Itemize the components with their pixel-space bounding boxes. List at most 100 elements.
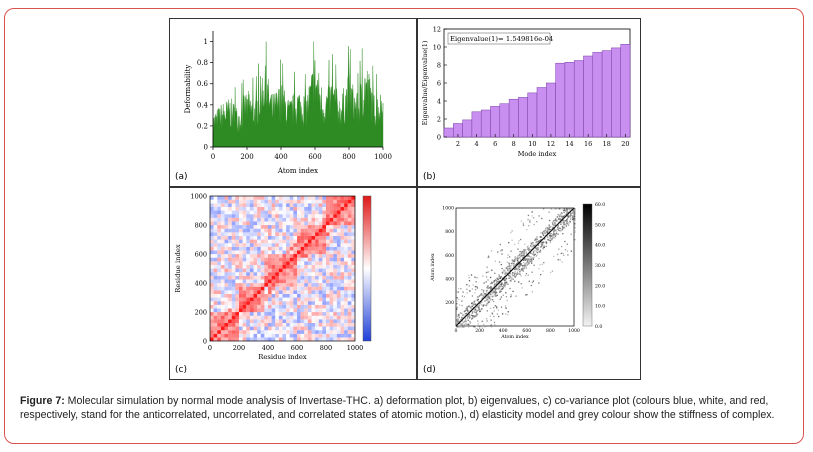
cov-cell [213, 228, 218, 233]
cov-cell [268, 199, 272, 204]
cov-cell [326, 330, 330, 334]
cov-cell [311, 283, 316, 287]
cov-cell [289, 217, 294, 222]
cov-cell [289, 301, 294, 305]
stiffness-point [523, 266, 526, 268]
cov-cell [307, 221, 312, 226]
cov-cell [268, 243, 272, 247]
y-tick-label: 0.2 [197, 122, 208, 130]
stiffness-point [461, 326, 464, 328]
eigen-bar [601, 50, 612, 138]
cov-cell [271, 225, 276, 229]
stiffness-point [466, 309, 468, 311]
stiffness-point [495, 305, 498, 308]
cov-cell [239, 290, 243, 294]
cov-cell [300, 319, 305, 323]
cov-cell [326, 315, 330, 320]
cov-cell [293, 254, 298, 258]
cov-cell [297, 301, 301, 305]
cov-cell [322, 203, 327, 207]
cov-cell [264, 286, 269, 291]
stiffness-point [456, 300, 458, 302]
cov-cell [231, 272, 236, 276]
cov-cell [217, 297, 221, 302]
stiffness-point [504, 279, 507, 281]
stiffness-point [513, 258, 516, 260]
cov-cell [246, 268, 250, 273]
cov-cell [326, 239, 330, 244]
y-tick-label: 200 [445, 300, 454, 306]
cov-cell [268, 337, 272, 342]
cov-cell [315, 337, 319, 342]
stiffness-point [495, 282, 498, 285]
cov-cell [351, 333, 356, 338]
y-tick-label: 0 [437, 133, 441, 141]
cov-cell [239, 206, 243, 211]
cov-cell [282, 304, 287, 309]
cov-cell [257, 304, 261, 309]
cov-cell [340, 196, 345, 200]
stiffness-point [466, 306, 468, 308]
stiffness-point [504, 273, 506, 275]
stiffness-point [474, 300, 476, 302]
cov-cell [289, 283, 294, 287]
stiffness-point [514, 264, 516, 266]
cov-cell [304, 290, 308, 294]
cov-cell [235, 246, 240, 251]
cov-cell [336, 272, 341, 276]
stiffness-point [520, 253, 523, 255]
cov-cell [249, 196, 254, 200]
cov-cell [275, 235, 279, 240]
cov-cell [329, 279, 334, 284]
stiffness-point [487, 301, 489, 303]
stiffness-point [508, 268, 510, 270]
cov-cell [344, 301, 348, 305]
cov-cell [318, 235, 323, 240]
cov-cell [235, 232, 240, 236]
stiffness-point [527, 258, 529, 260]
x-tick-label: 200 [475, 328, 484, 334]
stiffness-point [474, 309, 477, 311]
cov-cell [231, 235, 236, 240]
stiffness-point [535, 247, 537, 249]
cov-cell [344, 272, 348, 276]
stiffness-point [456, 291, 458, 293]
cov-cell [329, 268, 334, 273]
cov-cell [297, 322, 301, 327]
cov-cell [213, 199, 218, 204]
stiffness-point [471, 302, 473, 305]
cov-cell [336, 268, 341, 273]
cov-cell [282, 297, 287, 302]
cov-cell [246, 304, 250, 309]
cov-cell [260, 286, 265, 291]
stiffness-point [467, 319, 469, 321]
cov-cell [347, 199, 352, 204]
stiffness-point [551, 234, 553, 237]
cov-cell [264, 239, 269, 244]
cov-cell [289, 293, 294, 298]
cov-cell [231, 319, 236, 323]
cov-cell [249, 315, 254, 320]
cov-cell [253, 275, 258, 280]
stiffness-point [491, 313, 494, 315]
cov-cell [228, 246, 232, 251]
cov-cell [322, 275, 327, 280]
cov-cell [333, 235, 337, 240]
cov-cell [286, 286, 290, 291]
cov-cell [333, 254, 337, 258]
cov-cell [322, 322, 327, 327]
cov-cell [351, 210, 356, 215]
cov-cell [307, 272, 312, 276]
stiffness-point [467, 315, 469, 317]
cov-cell [242, 312, 247, 316]
stiffness-point [543, 237, 546, 240]
cov-cell [278, 322, 283, 327]
cov-cell [220, 333, 225, 338]
stiffness-point [572, 218, 574, 220]
stiffness-point [510, 280, 512, 282]
covariance-heatmap: 0 200 400 600 800 100002004006008001000Residu… [174, 192, 372, 361]
cov-cell [318, 293, 323, 298]
cov-cell [260, 293, 265, 298]
cov-cell [318, 268, 323, 273]
cov-cell [351, 283, 356, 287]
